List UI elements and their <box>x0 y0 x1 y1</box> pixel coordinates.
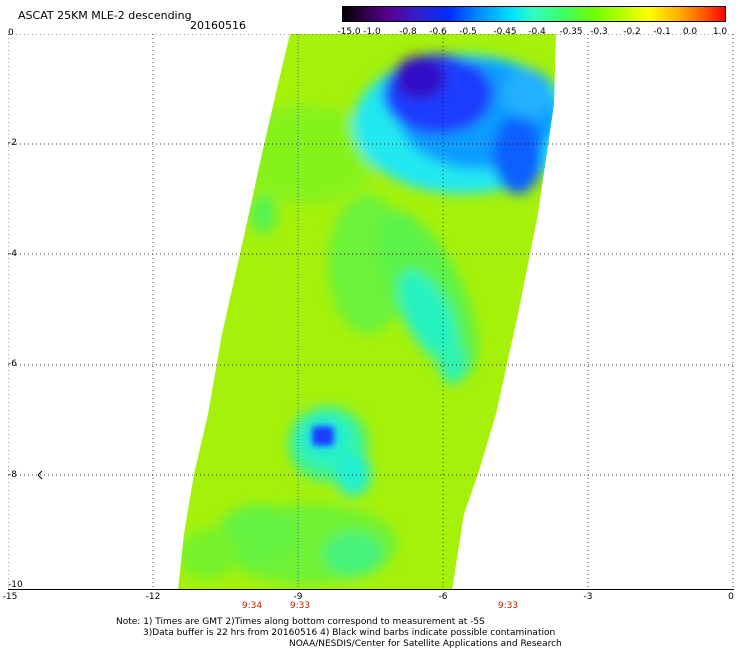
y-tick-label: -8 <box>8 470 17 480</box>
colorbar-label: -0.2 <box>623 27 641 37</box>
colorbar-label: -0.5 <box>459 27 477 37</box>
colorbar-label: -1.0 <box>363 27 381 37</box>
colorbar-label: -0.4 <box>528 27 546 37</box>
note-line-1: Note: 1) Times are GMT 2)Times along bot… <box>116 617 485 627</box>
pass-time-label: 9:33 <box>497 601 519 611</box>
graticule <box>8 34 734 590</box>
y-tick-label: 0 <box>8 28 14 38</box>
colorbar-label: -0.35 <box>559 27 583 37</box>
x-tick-label: -12 <box>145 592 161 602</box>
colorbar-label: -0.1 <box>653 27 671 37</box>
x-tick-label: -15 <box>2 592 18 602</box>
y-tick-label: -4 <box>8 249 17 259</box>
colorbar-label: 1.0 <box>712 27 728 37</box>
colorbar <box>342 6 726 22</box>
colorbar-label: -15.0 <box>337 27 361 37</box>
note-line-2: 3)Data buffer is 22 hrs from 20160516 4)… <box>143 628 556 638</box>
map-title: ASCAT 25KM MLE-2 descending <box>18 9 192 22</box>
pass-time-label: 9:34 <box>241 601 263 611</box>
wind-field-plot <box>8 34 734 590</box>
y-tick-label: -10 <box>8 580 23 590</box>
x-tick-label: -3 <box>583 592 593 602</box>
satellite-swath <box>178 34 556 590</box>
x-tick-label: -6 <box>438 592 448 602</box>
pass-time-label: 9:33 <box>289 601 311 611</box>
wind-barb-icon <box>37 470 43 480</box>
colorbar-label: -0.6 <box>429 27 447 37</box>
y-tick-label: -6 <box>8 359 17 369</box>
note-credits: NOAA/NESDIS/Center for Satellite Applica… <box>289 639 562 649</box>
map-date: 20160516 <box>190 19 246 32</box>
colorbar-label: -0.8 <box>399 27 417 37</box>
y-tick-label: -2 <box>8 138 17 148</box>
x-tick-label: 0 <box>728 592 734 602</box>
x-tick-label: -9 <box>293 592 303 602</box>
colorbar-label: 0.0 <box>682 27 698 37</box>
colorbar-label: -0.45 <box>493 27 517 37</box>
colorbar-label: -0.3 <box>590 27 608 37</box>
